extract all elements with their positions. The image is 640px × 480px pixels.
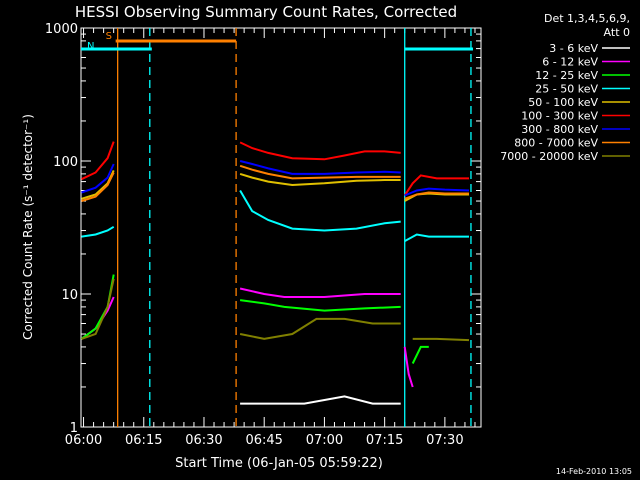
series-line (81, 278, 115, 340)
series-line (239, 317, 401, 340)
x-tick-label: 07:00 (306, 433, 343, 448)
flag-bar-label: N (87, 41, 94, 52)
legend-label: 3 - 6 keV (549, 42, 598, 55)
series-line (81, 225, 115, 238)
series-line (412, 337, 470, 342)
series-line (239, 299, 401, 312)
y-axis-label-text: Corrected Count Rate (s⁻¹ detector⁻¹) (21, 114, 35, 340)
series-line (404, 187, 470, 197)
series-group (80, 141, 470, 405)
series-line (239, 141, 401, 161)
legend-label: 6 - 12 keV (542, 56, 598, 69)
x-tick-label: 07:15 (366, 433, 403, 448)
x-tick-label: 07:30 (426, 433, 463, 448)
series-line (239, 287, 401, 298)
series-line (240, 395, 401, 405)
series-line (403, 174, 469, 197)
legend-label: 12 - 25 keV (535, 69, 598, 82)
chart-title: HESSI Observing Summary Count Rates, Cor… (75, 3, 457, 21)
series-line (239, 160, 401, 175)
legend-label: 300 - 800 keV (521, 123, 598, 136)
series-line (239, 172, 401, 187)
y-tick-label: 10 (61, 288, 78, 303)
plot-frame (80, 27, 482, 428)
x-tick-label: 06:15 (125, 433, 162, 448)
y-tick-label: 1000 (45, 22, 78, 37)
series-line (81, 163, 115, 194)
time-markers (117, 28, 472, 427)
y-tick-label: 1 (70, 421, 78, 436)
legend-label: 50 - 100 keV (528, 96, 598, 109)
series-line (403, 346, 414, 388)
flag-bars: SN (81, 31, 473, 52)
series-line (81, 172, 115, 202)
legend-label: 100 - 300 keV (521, 110, 598, 123)
x-axis: 06:00 06:15 06:30 06:45 07:00 07:15 07:30 (65, 28, 476, 448)
series-line (239, 189, 401, 232)
series-line (81, 141, 115, 181)
flag-bar-label: S (106, 31, 112, 42)
legend-label: 25 - 50 keV (535, 83, 598, 96)
y-axis-label: Corrected Count Rate (s⁻¹ detector⁻¹) (21, 114, 35, 340)
x-tick-label: 06:45 (245, 433, 282, 448)
series-line (239, 164, 401, 180)
x-axis-label: Start Time (06-Jan-05 05:59:22) (175, 456, 383, 471)
legend-label: 800 - 7000 keV (514, 137, 598, 150)
legend-label: 7000 - 20000 keV (500, 150, 598, 163)
series-line (404, 233, 469, 242)
series-line (411, 345, 429, 364)
x-tick-label: 06:00 (65, 433, 102, 448)
legend-header-line-2: Att 0 (604, 26, 630, 39)
y-tick-label: 100 (53, 155, 78, 170)
y-axis: 1 10 100 1000 (45, 22, 481, 436)
series-line (404, 191, 469, 200)
legend-header-line-1: Det 1,3,4,5,6,9, (544, 12, 630, 25)
footer-date: 14-Feb-2010 13:05 (556, 467, 632, 476)
x-tick-label: 06:30 (185, 433, 222, 448)
